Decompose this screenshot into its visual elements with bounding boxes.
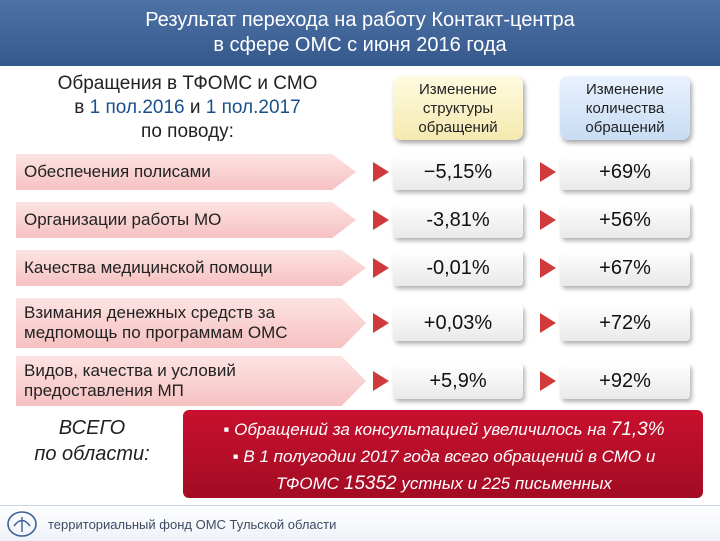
count-change-cell: +67% (540, 250, 690, 286)
table-heading: Обращения в ТФОМС и СМО в 1 пол.2016 и 1… (20, 72, 355, 144)
note3-value: 15352 (343, 473, 397, 494)
heading-line1: Обращения в ТФОМС и СМО (57, 73, 318, 94)
row-label-line1: Качества медицинской помощи (24, 258, 273, 277)
count-change-cell: +72% (540, 305, 690, 341)
structure-change-cell: −5,15% (373, 154, 523, 190)
structure-change-cell: +0,03% (373, 305, 523, 341)
heading-mid: и (184, 97, 206, 118)
structure-change-cell: -0,01% (373, 250, 523, 286)
bullet-icon: ▪ (223, 420, 230, 439)
fund-logo-icon (7, 511, 37, 537)
row-label: Взимания денежных средств за медпомощь п… (16, 298, 366, 348)
note1-value: 71,3% (610, 419, 665, 440)
note3-prefix: ТФОМС (276, 474, 344, 493)
row-label: Обеспечения полисами (16, 154, 356, 190)
count-change-cell: +56% (540, 202, 690, 238)
note1-text: Обращений за консультацией увеличилось н… (229, 420, 611, 439)
col2-line1: Изменение (586, 81, 664, 98)
header-title-line1: Результат перехода на работу Контакт-цен… (145, 9, 575, 31)
col1-line3: обращений (418, 119, 498, 136)
summary-notes: ▪ Обращений за консультацией увеличилось… (183, 410, 703, 498)
column-header-count: Изменение количества обращений (560, 76, 690, 140)
count-change-cell: +92% (540, 363, 690, 399)
row-label-line2: медпомощь по программам ОМС (24, 323, 288, 342)
col2-line2: количества (585, 100, 665, 117)
heading-line3: по поводу: (141, 121, 234, 142)
col1-line1: Изменение (419, 81, 497, 98)
heading-period1: 1 пол.2016 (89, 97, 185, 118)
header-title-line2: в сфере ОМС с июня 2016 года (213, 34, 507, 56)
heading-period2: 1 пол.2017 (205, 97, 301, 118)
count-change-cell: +69% (540, 154, 690, 190)
note3-suffix: устных и 225 письменных (396, 474, 612, 493)
row-label-line1: Видов, качества и условий (24, 361, 236, 380)
total-line1: ВСЕГО (58, 417, 126, 439)
footer-org-name: территориальный фонд ОМС Тульской област… (48, 517, 337, 532)
note-line1: ▪ Обращений за консультацией увеличилось… (193, 416, 695, 443)
note-line3: ТФОМС 15352 устных и 225 письменных (193, 470, 695, 497)
row-label-line1: Обеспечения полисами (24, 162, 211, 181)
row-label: Организации работы МО (16, 202, 356, 238)
total-line2: по области: (34, 443, 150, 465)
row-label-line1: Организации работы МО (24, 210, 222, 229)
note2-text: В 1 полугодии 2017 года всего обращений … (238, 447, 656, 466)
structure-change-cell: -3,81% (373, 202, 523, 238)
heading-line2: в 1 пол.2016 и 1 пол.2017 (20, 96, 355, 120)
row-label: Видов, качества и условий предоставления… (16, 356, 366, 406)
bullet-icon: ▪ (232, 447, 239, 466)
col1-line2: структуры (422, 100, 494, 117)
col2-line3: обращений (585, 119, 665, 136)
slide-header: Результат перехода на работу Контакт-цен… (0, 0, 720, 66)
row-label-line1: Взимания денежных средств за (24, 303, 276, 322)
structure-change-cell: +5,9% (373, 363, 523, 399)
row-label-line2: предоставления МП (24, 381, 184, 400)
note-line2: ▪ В 1 полугодии 2017 года всего обращени… (193, 443, 695, 470)
row-label: Качества медицинской помощи (16, 250, 366, 286)
heading-prefix: в (74, 97, 90, 118)
footer-bar: территориальный фонд ОМС Тульской област… (0, 505, 720, 541)
total-label: ВСЕГО по области: (22, 415, 162, 467)
column-header-structure: Изменение структуры обращений (393, 76, 523, 140)
